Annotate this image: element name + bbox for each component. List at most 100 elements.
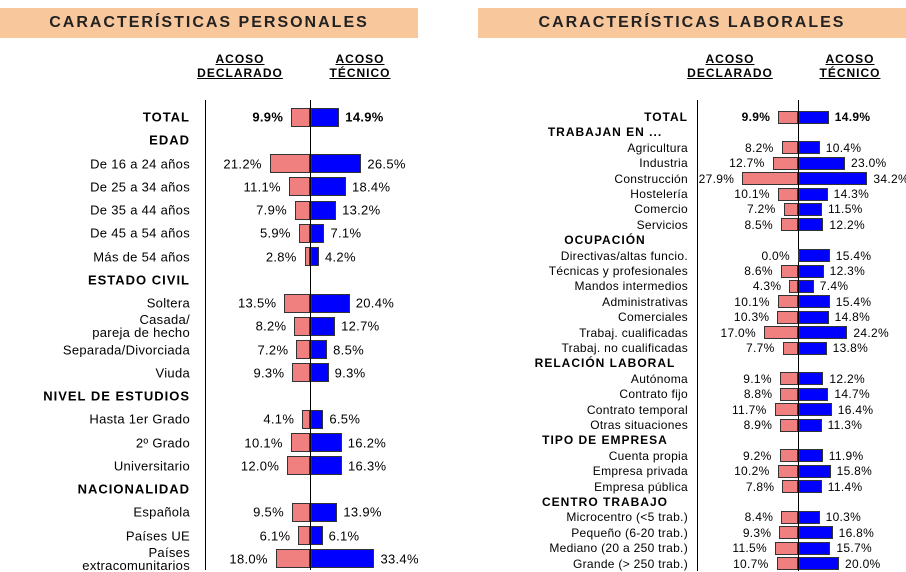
bar <box>298 223 310 243</box>
bar <box>799 403 832 417</box>
category-label: Países extracomunitarios <box>82 544 190 572</box>
bar <box>311 409 324 429</box>
bar <box>781 510 798 524</box>
bar <box>311 223 325 243</box>
category-label: 2º Grado <box>135 435 190 450</box>
category-label: Cuenta propia <box>608 448 688 463</box>
value-label: 5.9% <box>259 225 291 241</box>
category-label: Casada/ pareja de hecho <box>92 312 190 341</box>
bar <box>789 279 798 293</box>
bar <box>777 295 798 309</box>
bar <box>780 387 798 401</box>
value-label: 11.5% <box>828 202 863 217</box>
value-label: 20.4% <box>355 295 395 311</box>
category-label: Universitario <box>113 458 190 474</box>
value-label: 14.7% <box>834 387 870 402</box>
bar <box>799 341 827 355</box>
category-label: Mediano (20 a 250 trab.) <box>549 541 688 556</box>
value-label: 6.1% <box>328 528 360 543</box>
value-label: 10.1% <box>734 294 770 309</box>
legend-label: ACOSO TÉCNICO <box>329 52 391 81</box>
bar <box>298 526 310 545</box>
value-label: 9.9% <box>252 109 284 125</box>
group-label: CENTRO TRABAJO <box>541 495 669 509</box>
bar <box>776 557 798 571</box>
value-label: 16.2% <box>347 435 387 450</box>
value-label: 8.5% <box>744 217 773 232</box>
bar <box>799 541 831 555</box>
value-label: 6.1% <box>259 528 291 543</box>
value-label: 27.9% <box>698 171 735 186</box>
value-label: 15.4% <box>835 248 872 263</box>
legend-label: ACOSO TÉCNICO <box>819 52 881 81</box>
category-label: Hasta 1er Grado <box>89 411 190 427</box>
bar <box>302 409 310 429</box>
value-label: 12.3% <box>829 264 866 278</box>
value-label: 9.9% <box>741 110 771 124</box>
bar <box>782 341 798 355</box>
value-label: 6.5% <box>329 411 361 427</box>
bar <box>311 363 329 383</box>
value-label: 13.5% <box>237 295 277 311</box>
bar <box>783 202 798 216</box>
bar <box>781 141 798 155</box>
value-label: 12.7% <box>729 156 765 171</box>
value-label: 9.3% <box>742 525 772 540</box>
bar <box>284 293 310 313</box>
category-label: De 25 a 34 años <box>90 179 190 195</box>
axis-line <box>205 100 206 571</box>
bar <box>799 141 820 155</box>
value-label: 10.1% <box>244 435 283 450</box>
bar <box>311 433 342 452</box>
category-label: Contrato fijo <box>619 387 688 402</box>
group-label: NACIONALIDAD <box>77 481 190 497</box>
value-label: 13.2% <box>342 202 381 218</box>
value-label: 7.8% <box>745 479 775 494</box>
value-label: 11.1% <box>243 179 281 195</box>
bar <box>799 387 829 401</box>
value-label: 23.0% <box>851 156 887 171</box>
bar <box>782 480 798 494</box>
category-label: Microcentro (<5 trab.) <box>566 510 688 525</box>
bar <box>775 541 798 555</box>
value-label: 7.2% <box>747 202 776 217</box>
group-label: ESTADO CIVIL <box>87 272 190 288</box>
value-label: 8.5% <box>333 342 364 357</box>
bar <box>311 456 342 476</box>
category-label: Española <box>133 504 190 520</box>
bar <box>296 340 310 359</box>
bar <box>799 110 829 124</box>
bar <box>294 200 310 220</box>
value-label: 10.3% <box>825 510 862 525</box>
bar <box>311 340 328 359</box>
value-label: 18.4% <box>351 179 391 195</box>
value-label: 24.2% <box>853 325 889 340</box>
bar <box>799 557 839 571</box>
bar <box>799 187 828 201</box>
value-label: 7.2% <box>257 342 289 357</box>
bar <box>799 172 868 186</box>
value-label: 12.7% <box>341 318 380 334</box>
bar <box>287 456 310 476</box>
value-label: 7.9% <box>256 202 287 218</box>
bar <box>777 464 798 478</box>
category-label: Administrativas <box>602 294 688 309</box>
bar <box>799 156 845 170</box>
category-label: Soltera <box>146 295 190 311</box>
bar <box>799 480 822 494</box>
value-label: 15.4% <box>835 294 872 309</box>
bar <box>777 310 798 324</box>
value-label: 18.0% <box>229 551 268 567</box>
value-label: 8.4% <box>744 510 774 525</box>
axis-line <box>697 100 698 572</box>
value-label: 16.4% <box>837 402 874 417</box>
category-label: Otras situaciones <box>590 418 688 432</box>
group-label: OCUPACIÓN <box>564 233 646 248</box>
category-label: Empresa pública <box>594 479 688 494</box>
value-label: 10.1% <box>734 187 770 201</box>
value-label: 0.0% <box>761 248 790 263</box>
bar <box>742 172 798 186</box>
bar <box>311 154 362 173</box>
bar <box>799 372 824 386</box>
bar <box>311 177 346 197</box>
